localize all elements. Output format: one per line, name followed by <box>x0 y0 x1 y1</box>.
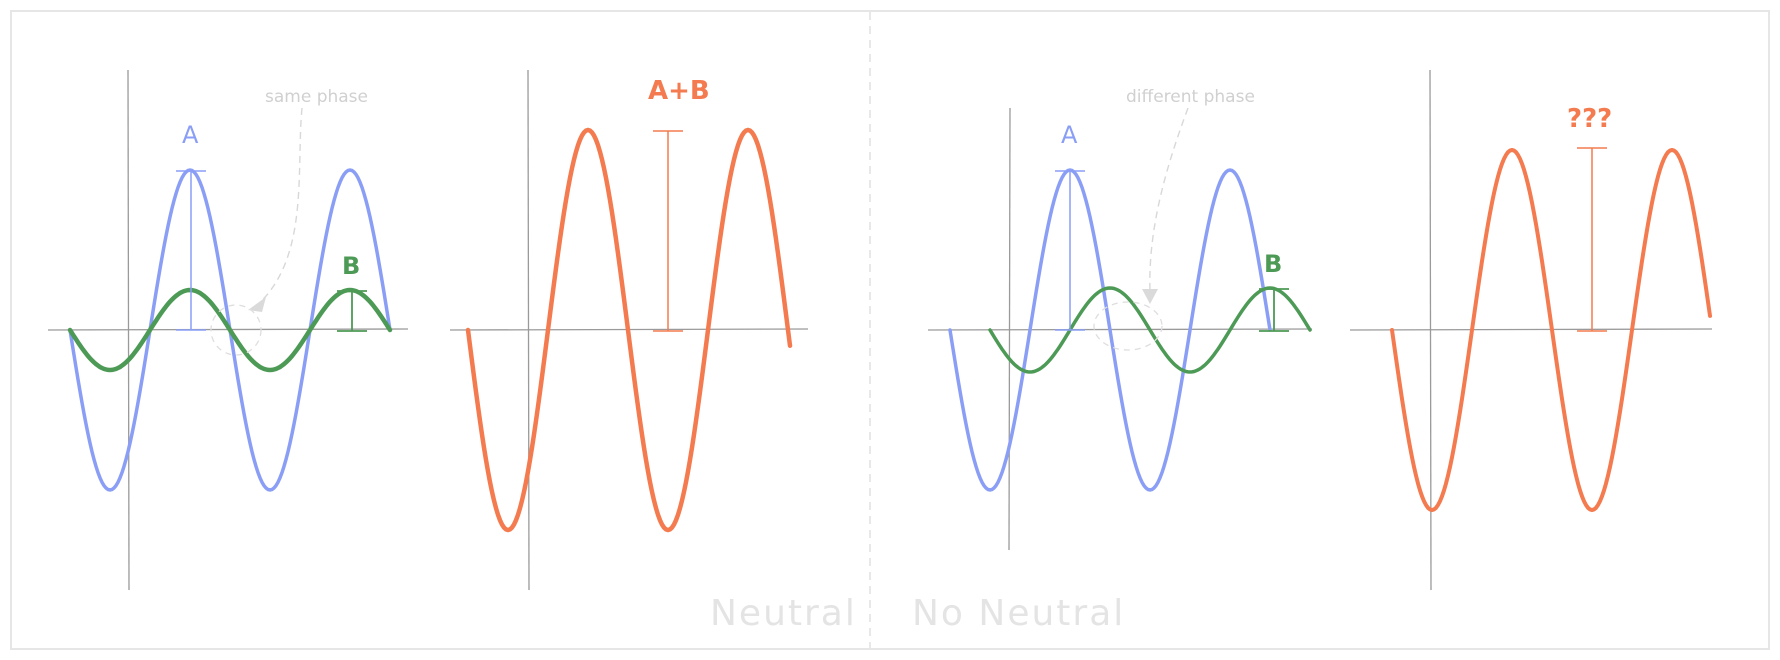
right-sum-x-axis <box>1349 328 1713 331</box>
right-sum-amplitude-marker <box>1577 147 1607 332</box>
right-wave-b-label: B <box>1264 250 1282 278</box>
right-amplitude-a-marker <box>1055 170 1085 331</box>
left-phase-arrowhead <box>248 297 266 312</box>
right-phase-note: different phase <box>1126 87 1255 107</box>
right-phase-arrowhead <box>1142 289 1158 304</box>
right-phase-arrow <box>1149 107 1189 293</box>
right-wave-a-label: A <box>1061 121 1078 149</box>
left-wave-sum <box>465 127 793 533</box>
right-sum-label: ??? <box>1567 104 1612 134</box>
left-wave-b <box>67 287 393 373</box>
left-wave-a-label: A <box>182 121 199 149</box>
left-amplitude-a-marker <box>176 170 206 331</box>
right-amplitude-b-marker <box>1259 288 1289 332</box>
left-sum-amplitude-marker <box>653 130 683 332</box>
left-sum-label: A+B <box>648 76 710 106</box>
left-phase-arrow <box>254 107 303 308</box>
left-components-panel: A B same phase <box>47 69 409 591</box>
left-components-y-axis <box>127 69 130 591</box>
right-wave-b <box>988 286 1312 374</box>
right-components-x-axis <box>927 328 1313 331</box>
left-phase-highlight-circle <box>210 304 262 356</box>
right-components-y-axis <box>1008 107 1011 551</box>
right-sum-panel: ??? <box>1349 69 1713 591</box>
right-components-panel: A B different phase <box>927 87 1313 551</box>
right-phase-highlight-circle <box>1093 301 1163 351</box>
diagram-frame <box>10 10 1770 650</box>
left-wave-b-label: B <box>342 252 360 280</box>
left-sum-panel: A+B <box>449 69 809 591</box>
left-phase-note: same phase <box>265 87 368 107</box>
right-wave-a <box>948 168 1272 492</box>
left-side-label: Neutral <box>710 593 857 634</box>
right-side-label: No Neutral <box>912 593 1125 634</box>
left-amplitude-b-marker <box>337 290 367 332</box>
right-wave-sum <box>1390 147 1712 513</box>
right-sum-y-axis <box>1429 69 1432 591</box>
left-sum-y-axis <box>527 69 530 591</box>
